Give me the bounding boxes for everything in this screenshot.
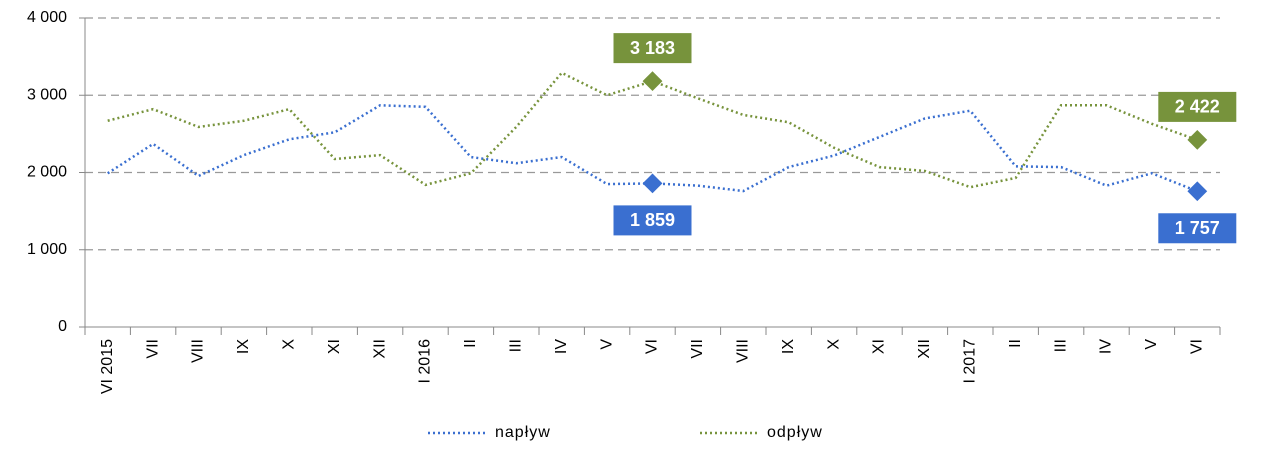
x-tick-label: VI 2015: [99, 339, 116, 394]
x-tick-label: IV: [553, 339, 570, 354]
x-tick-label: VI: [644, 339, 661, 354]
data-label-text: 1 859: [630, 210, 675, 230]
data-label: 1 757: [1158, 213, 1237, 244]
x-tick-label: III: [508, 339, 525, 352]
x-tick-label: VII: [144, 339, 161, 359]
y-tick-label: 1 000: [27, 241, 67, 258]
point-marker: [1187, 130, 1208, 150]
x-tick-label: XII: [371, 339, 388, 359]
legend-label: napływ: [495, 424, 551, 441]
point-marker: [642, 173, 663, 194]
x-tick-label: III: [1052, 339, 1069, 352]
point-marker: [642, 71, 663, 92]
y-tick-label: 4 000: [27, 9, 67, 26]
data-label-box: [613, 205, 692, 236]
x-tick-label: XI: [326, 339, 343, 354]
x-tick-label: I 2016: [417, 339, 434, 384]
data-label-text: 3 183: [630, 38, 675, 58]
y-tick-label: 0: [58, 318, 67, 335]
data-label-text: 2 422: [1175, 97, 1220, 117]
point-marker: [1187, 181, 1208, 202]
data-label-box: [1158, 213, 1237, 244]
y-tick-label: 2 000: [27, 164, 67, 181]
y-tick-label: 3 000: [27, 86, 67, 103]
data-label-box: [1158, 91, 1237, 122]
legend-label: odpływ: [767, 424, 823, 441]
x-tick-label: IV: [1098, 339, 1115, 354]
x-tick-label: VI: [1189, 339, 1206, 354]
x-tick-label: II: [462, 339, 479, 348]
data-label-box: [613, 33, 692, 64]
x-tick-label: IX: [235, 339, 252, 354]
x-tick-label: X: [281, 339, 298, 350]
x-tick-label: X: [825, 339, 842, 350]
x-tick-label: IX: [780, 339, 797, 354]
data-label-text: 1 757: [1175, 218, 1220, 238]
x-tick-label: V: [1143, 339, 1160, 350]
x-tick-label: VII: [689, 339, 706, 359]
data-label: 2 422: [1158, 91, 1237, 122]
data-label: 1 859: [613, 205, 692, 236]
x-tick-label: I 2017: [962, 339, 979, 384]
x-tick-label: XII: [916, 339, 933, 359]
x-tick-label: XI: [871, 339, 888, 354]
x-tick-label: VIII: [735, 339, 752, 363]
x-tick-label: II: [1007, 339, 1024, 348]
data-label: 3 183: [613, 33, 692, 64]
x-tick-label: VIII: [190, 339, 207, 363]
x-tick-label: V: [598, 339, 615, 350]
